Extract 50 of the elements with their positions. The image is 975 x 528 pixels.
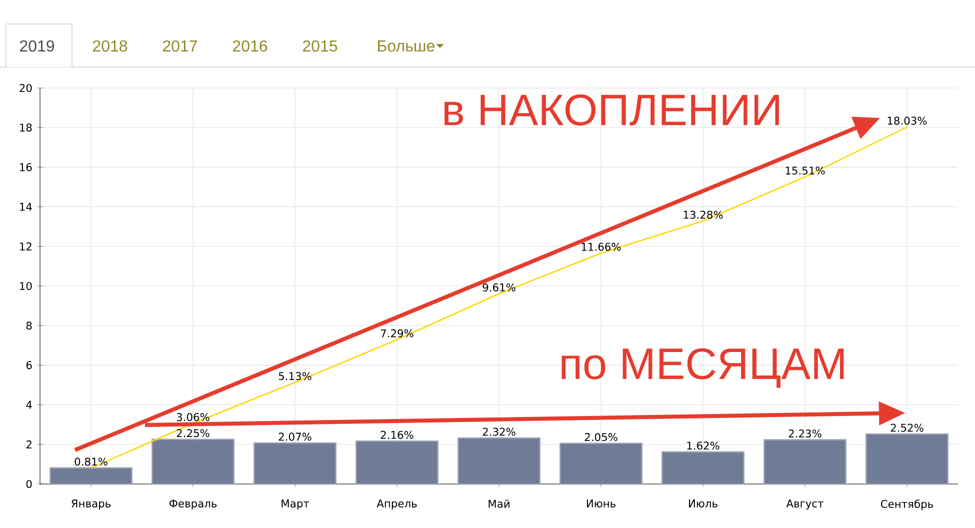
data-label: 2.25%: [176, 429, 210, 438]
data-label: 2.16%: [380, 430, 414, 439]
data-label: 18.03%: [888, 116, 927, 125]
x-tick-label: Апрель: [376, 500, 417, 510]
x-tick-label: Июль: [689, 500, 718, 508]
data-label: 2.23%: [788, 429, 822, 438]
text: 2016: [233, 40, 268, 52]
bar: [866, 433, 948, 484]
bar: [662, 451, 744, 484]
x-tick-label: Август: [786, 500, 824, 510]
x-tick-label: Июнь: [586, 500, 616, 508]
data-label: 2.07%: [278, 432, 312, 441]
x-tick-label: Февраль: [169, 500, 217, 510]
y-tick-label: 10: [20, 282, 32, 290]
x-tick-label: Март: [282, 500, 310, 510]
y-tick-label: 16: [20, 163, 32, 172]
y-tick-label: 18: [20, 124, 32, 132]
bar: [254, 442, 336, 484]
data-label: 11.66%: [582, 242, 621, 251]
data-label: 2.05%: [584, 433, 618, 442]
text: 2019: [20, 40, 54, 52]
y-tick-label: 6: [26, 361, 32, 370]
data-label: 5.13%: [278, 372, 312, 380]
text: 2015: [303, 40, 338, 52]
y-tick-label: 0: [26, 480, 32, 488]
text: Больше: [378, 40, 434, 52]
bar: [764, 439, 846, 484]
x-tick-label: Сентябрь: [880, 500, 933, 510]
text: 2018: [93, 40, 128, 52]
y-tick-label: 4: [26, 400, 32, 409]
data-label: 9.61%: [482, 283, 516, 292]
bar: [50, 467, 132, 484]
y-tick-label: 8: [26, 322, 32, 330]
bar: [152, 438, 234, 484]
annotation: по МЕСЯЦАМ: [562, 348, 844, 388]
bar: [458, 437, 540, 484]
bar: [356, 440, 438, 484]
annotation: в НАКОПЛЕНИИ: [444, 94, 779, 126]
y-tick-label: 2: [26, 440, 32, 448]
x-tick-label: Май: [488, 500, 510, 508]
data-label: 2.32%: [482, 428, 516, 436]
y-tick-label: 20: [20, 84, 32, 92]
data-label: 3.06%: [176, 413, 210, 422]
text: 2017: [163, 40, 197, 52]
data-label: 1.62%: [687, 442, 720, 450]
y-tick-label: 12: [20, 242, 32, 250]
x-tick-label: Январь: [72, 500, 111, 510]
bar: [560, 442, 642, 484]
y-tick-label: 14: [20, 202, 32, 211]
data-label: 2.52%: [890, 424, 924, 432]
